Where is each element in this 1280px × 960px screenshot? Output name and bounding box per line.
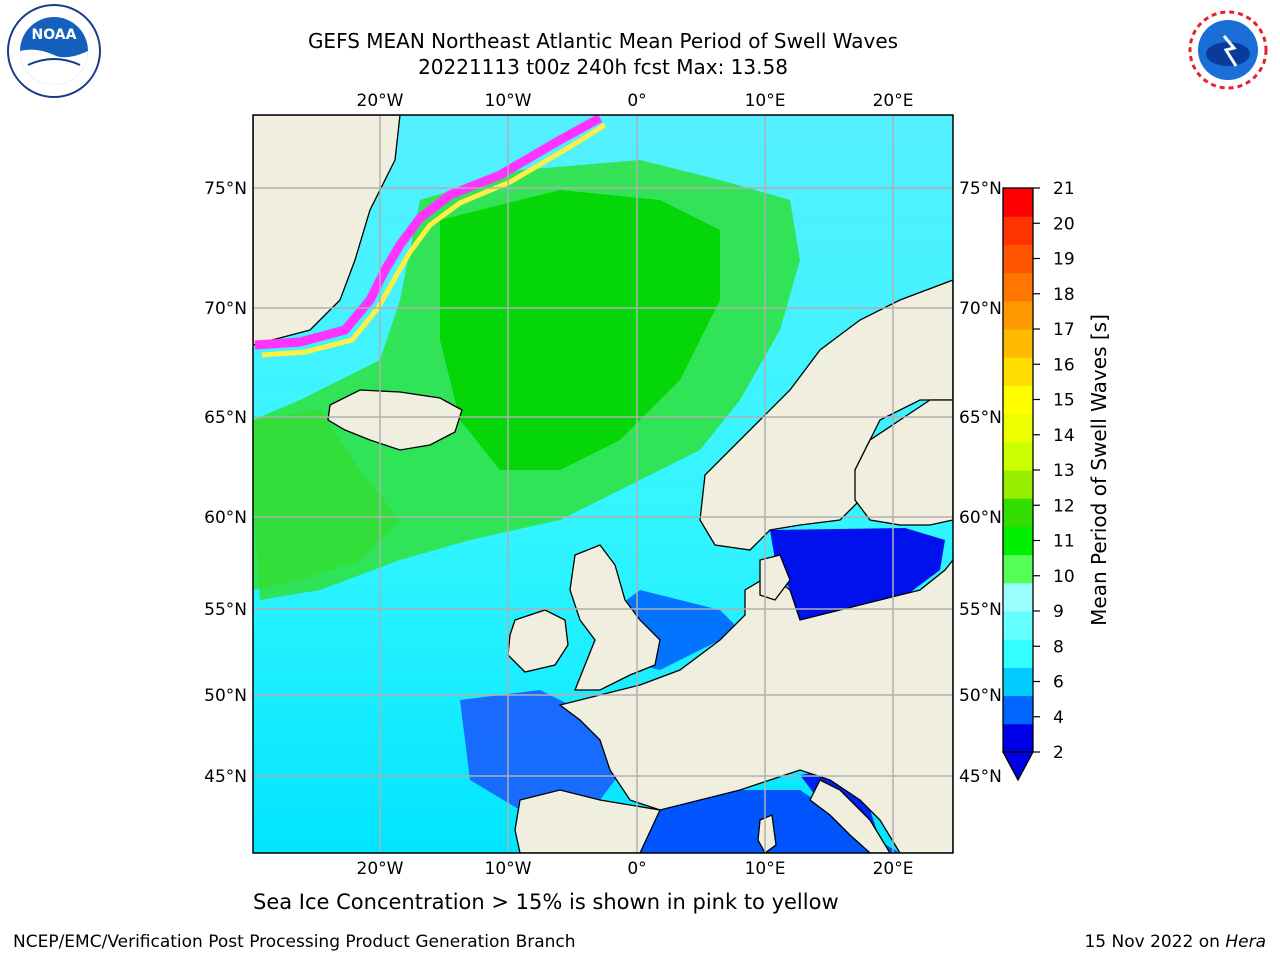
colorbar-tick-label: 2 <box>1053 743 1064 763</box>
lon-label-bottom: 10°E <box>745 859 786 879</box>
land-masses <box>253 115 953 853</box>
colorbar-tick-label: 16 <box>1053 355 1075 375</box>
colorbar-segment <box>1003 385 1033 415</box>
lat-label-left: 75°N <box>204 179 247 199</box>
colorbar <box>1003 188 1033 753</box>
noaa-logo-text: NOAA <box>32 27 77 43</box>
colorbar-tick-label: 14 <box>1053 426 1075 446</box>
ireland <box>507 609 569 673</box>
sea-ice-note: Sea Ice Concentration > 15% is shown in … <box>253 890 839 914</box>
lat-label-right: 70°N <box>959 299 1002 319</box>
colorbar-tick-label: 8 <box>1053 637 1064 657</box>
colorbar-segment <box>1003 300 1033 330</box>
lat-label-right: 50°N <box>959 686 1002 706</box>
colorbar-segment <box>1003 216 1033 245</box>
colorbar-segment <box>1003 498 1033 527</box>
colorbar-segment <box>1003 272 1033 302</box>
lon-labels-top: 20°W 10°W 0° 10°E 20°E <box>357 91 914 111</box>
colorbar-segment <box>1003 441 1033 471</box>
lat-label-right: 45°N <box>959 767 1002 787</box>
nws-logo <box>1182 4 1274 96</box>
colorbar-tick-label: 12 <box>1053 496 1075 516</box>
iberia <box>514 789 661 853</box>
colorbar-ticks: 21 20 19 18 17 16 15 14 13 12 11 10 9 8 6 4 2 <box>1033 179 1075 763</box>
footer-credit: NCEP/EMC/Verification Post Processing Pr… <box>13 932 576 952</box>
lon-label-top: 0° <box>627 91 646 111</box>
colorbar-segment <box>1003 329 1033 358</box>
lon-label-top: 20°W <box>357 91 404 111</box>
map-title: GEFS MEAN Northeast Atlantic Mean Period… <box>307 29 899 53</box>
colorbar-segment <box>1003 582 1033 612</box>
lat-label-left: 65°N <box>204 408 247 428</box>
colorbar-segment <box>1003 413 1033 443</box>
colorbar-segment <box>1003 244 1033 274</box>
colorbar-segment <box>1003 667 1033 697</box>
iceland <box>327 389 463 451</box>
denmark <box>759 554 791 601</box>
lon-label-top: 10°E <box>745 91 786 111</box>
lat-label-left: 60°N <box>204 508 247 528</box>
swell-high-west <box>253 410 400 590</box>
colorbar-tick-label: 20 <box>1053 214 1075 234</box>
swell-peak-region <box>440 190 720 470</box>
map-plot-area <box>253 115 953 853</box>
lat-label-right: 60°N <box>959 508 1002 528</box>
sweden-finland <box>854 399 953 526</box>
colorbar-tick-label: 21 <box>1053 179 1075 199</box>
footer-host: Hera <box>1225 932 1266 952</box>
footer-date: 15 Nov 2022 on Hera <box>1084 932 1266 952</box>
italy <box>809 779 891 853</box>
europe-mainland <box>558 558 953 853</box>
colorbar-segment <box>1003 639 1033 668</box>
colorbar-tick-label: 13 <box>1053 461 1075 481</box>
sea-ice-edge-yellow <box>261 122 607 358</box>
colorbar-tick-label: 6 <box>1053 673 1064 693</box>
colorbar-segment <box>1003 470 1033 499</box>
colorbar-segment <box>1003 611 1033 640</box>
lat-label-left: 70°N <box>204 299 247 319</box>
lat-label-right: 55°N <box>959 600 1002 620</box>
lon-label-bottom: 20°E <box>873 859 914 879</box>
colorbar-segment <box>1003 695 1033 725</box>
graticule <box>253 115 953 853</box>
lon-label-bottom: 20°W <box>357 859 404 879</box>
lon-label-top: 10°W <box>485 91 532 111</box>
footer-date-text: 15 Nov 2022 on <box>1084 932 1220 952</box>
lat-label-left: 45°N <box>204 767 247 787</box>
map-frame <box>252 114 954 854</box>
colorbar-tick-label: 19 <box>1053 250 1075 270</box>
colorbar-tick-label: 18 <box>1053 285 1075 305</box>
colorbar-tick-label: 17 <box>1053 320 1075 340</box>
sardinia-corsica <box>757 814 777 853</box>
colorbar-tick-label: 10 <box>1053 567 1075 587</box>
lat-labels-right: 75°N 70°N 65°N 60°N 55°N 50°N 45°N <box>959 179 1002 787</box>
lat-label-right: 75°N <box>959 179 1002 199</box>
baltic-sea <box>770 528 945 625</box>
lat-label-left: 50°N <box>204 686 247 706</box>
scandinavia <box>699 279 953 551</box>
lat-labels-left: 75°N 70°N 65°N 60°N 55°N 50°N 45°N <box>204 179 247 787</box>
lon-label-top: 20°E <box>873 91 914 111</box>
lon-labels-bottom: 20°W 10°W 0° 10°E 20°E <box>357 859 914 879</box>
colorbar-tick-label: 4 <box>1053 708 1064 728</box>
lon-label-bottom: 0° <box>627 859 646 879</box>
noaa-logo: NOAA <box>7 4 101 98</box>
colorbar-extend-arrow <box>1001 751 1035 782</box>
colorbar-label: Mean Period of Swell Waves [s] <box>1087 314 1111 626</box>
lat-label-left: 55°N <box>204 600 247 620</box>
map-subtitle: 20221113 t00z 240h fcst Max: 13.58 <box>418 55 788 79</box>
colorbar-segment <box>1003 723 1033 753</box>
lat-label-right: 65°N <box>959 408 1002 428</box>
colorbar-segment <box>1003 188 1033 217</box>
lon-label-bottom: 10°W <box>485 859 532 879</box>
sea-ice-edge-pink <box>254 115 603 350</box>
colorbar-segment <box>1003 526 1033 556</box>
colorbar-segment <box>1003 554 1033 584</box>
colorbar-tick-label: 15 <box>1053 391 1075 411</box>
colorbar-segment <box>1003 357 1033 386</box>
colorbar-tick-label: 9 <box>1053 602 1064 622</box>
colorbar-tick-label: 11 <box>1053 532 1075 552</box>
